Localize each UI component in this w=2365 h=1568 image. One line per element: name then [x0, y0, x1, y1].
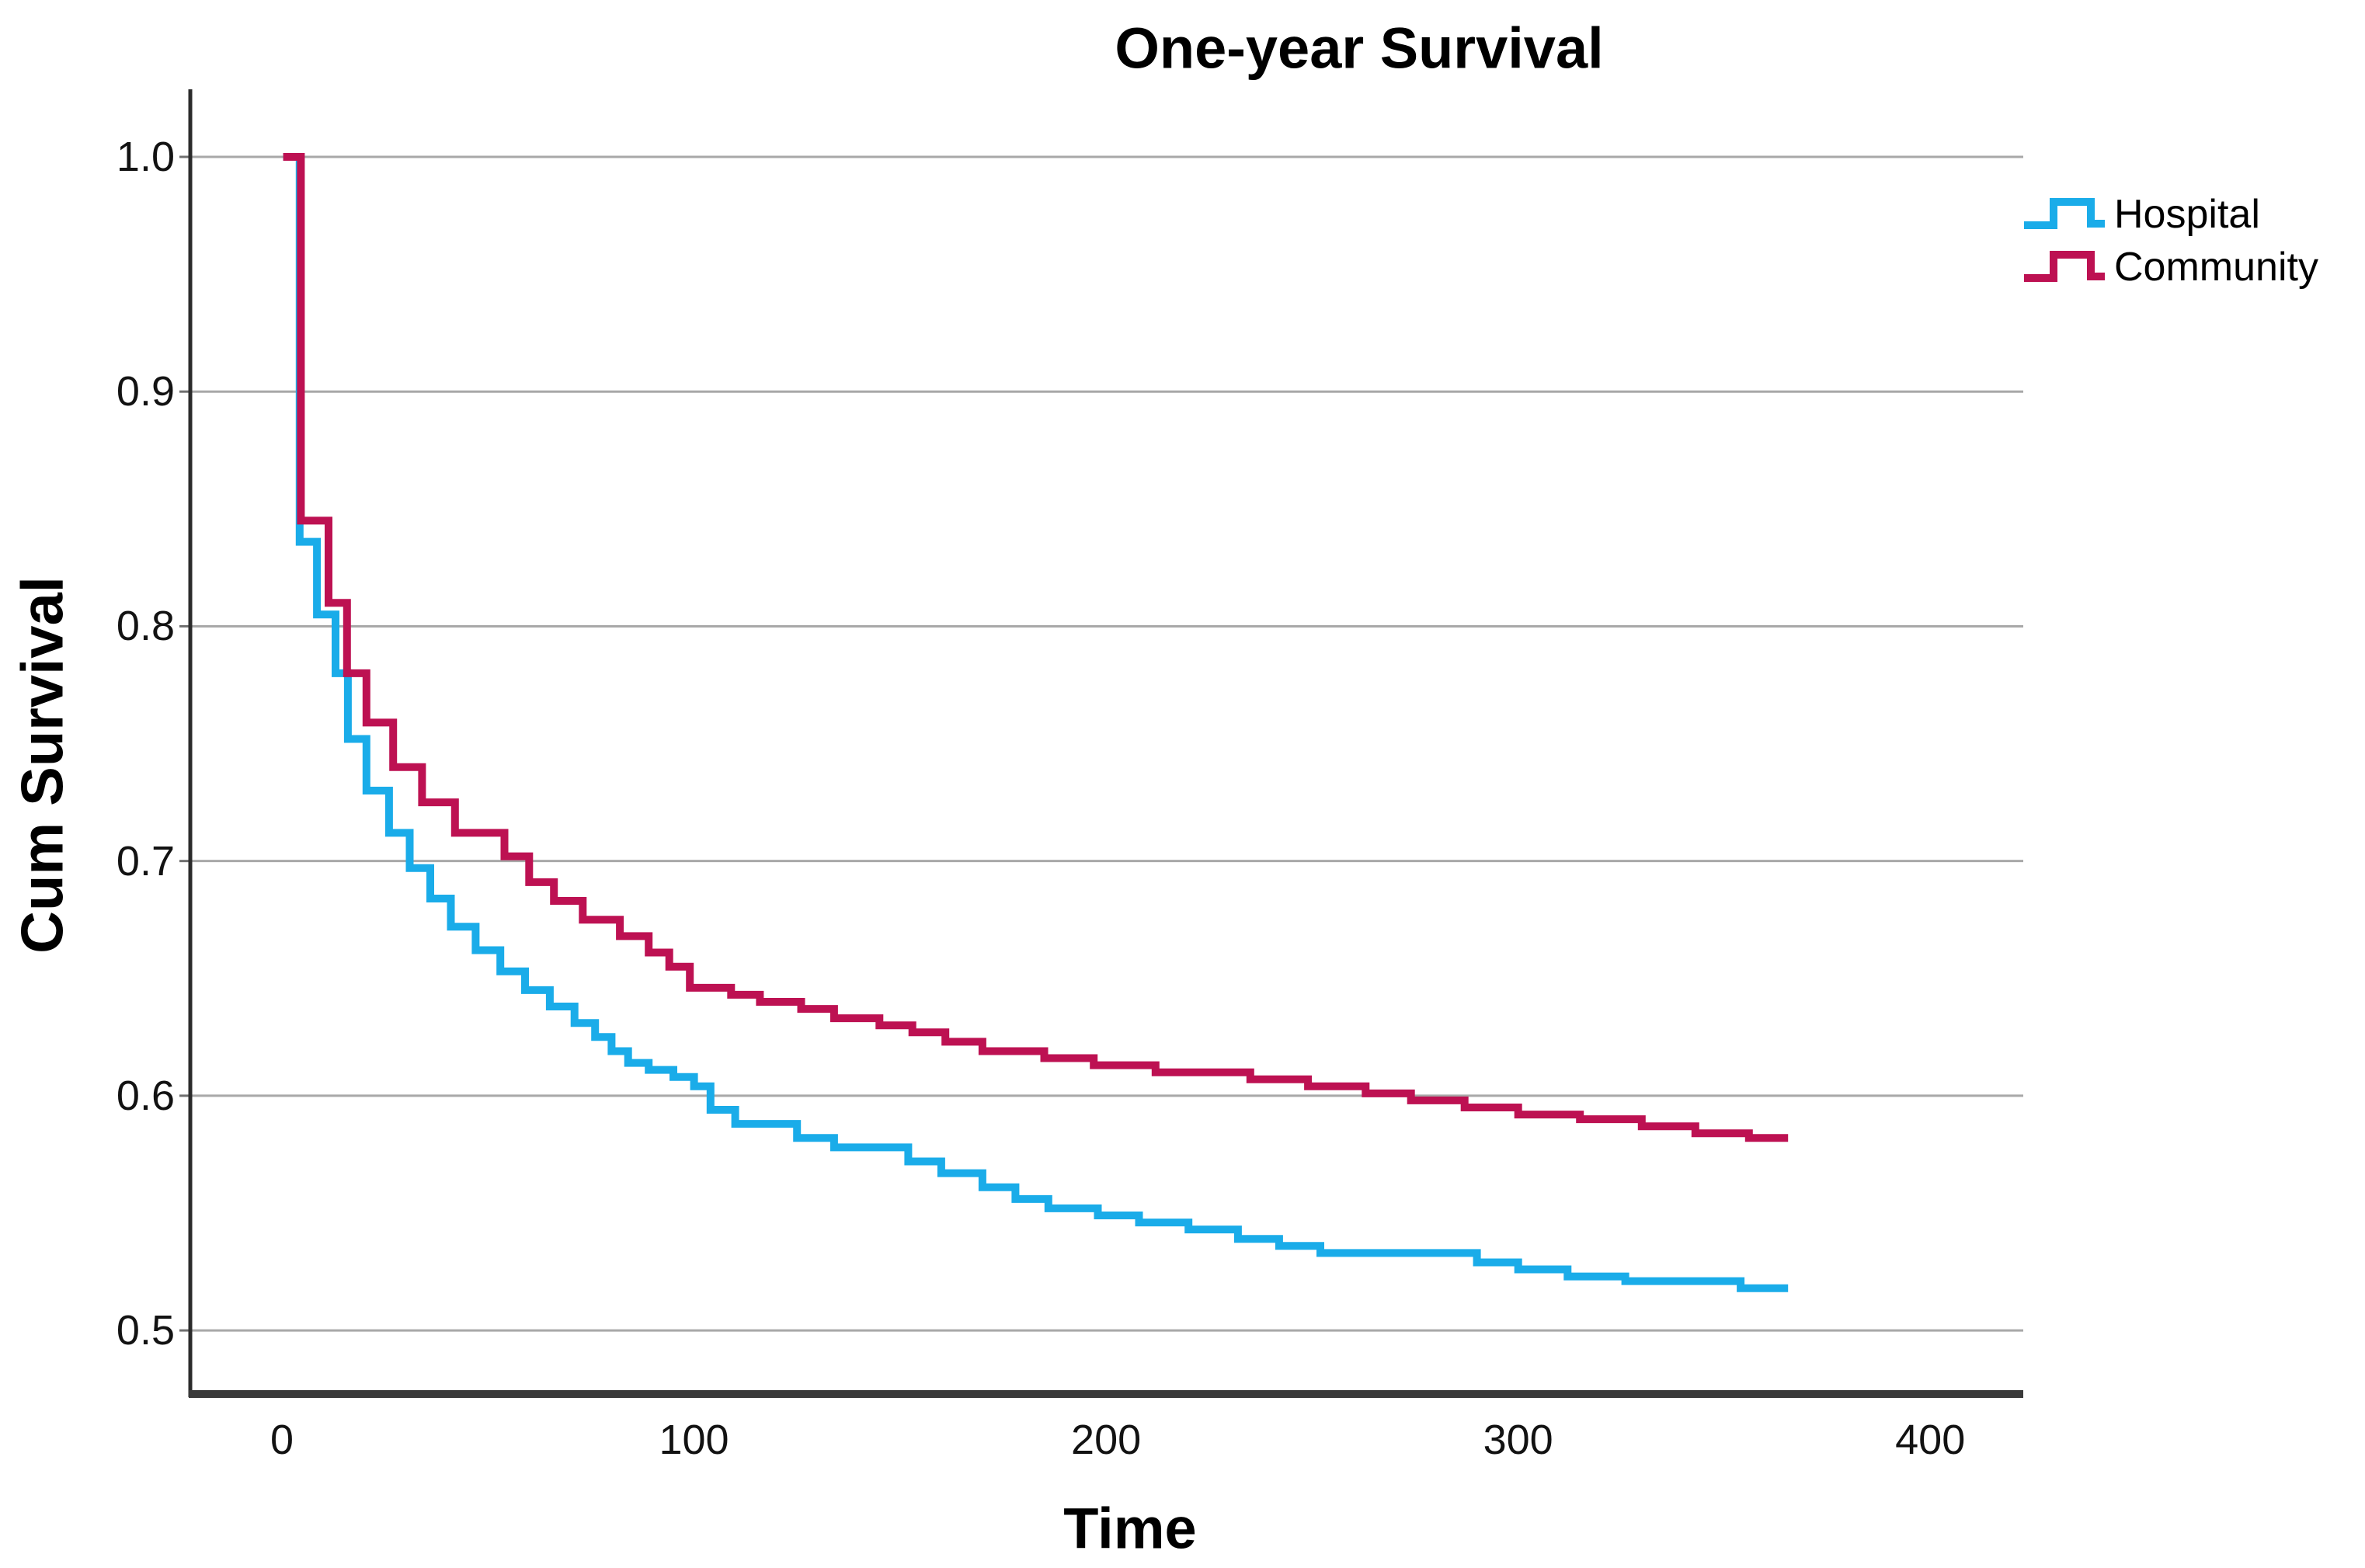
x-tick-label-200: 200 — [1071, 1417, 1142, 1463]
x-tick-label-400: 400 — [1895, 1417, 1966, 1463]
hospital-step-line-icon — [2024, 198, 2105, 229]
legend-item-hospital: Hospital — [2022, 188, 2318, 241]
x-tick-label-300: 300 — [1483, 1417, 1553, 1463]
x-tick-label-100: 100 — [659, 1417, 729, 1463]
x-axis-title: Time — [1063, 1496, 1197, 1561]
legend-label-hospital: Hospital — [2114, 192, 2260, 237]
community-step-line-icon — [2024, 251, 2105, 282]
y-tick-label-0.6: 0.6 — [116, 1072, 175, 1119]
legend: Hospital Community — [2022, 188, 2318, 294]
chart-title: One-year Survival — [1115, 16, 1604, 81]
y-tick-label-0.5: 0.5 — [116, 1307, 175, 1354]
series-curve-hospital — [283, 153, 1789, 1292]
y-tick-label-0.9: 0.9 — [116, 368, 175, 415]
y-tick-label-0.8: 0.8 — [116, 603, 175, 650]
y-tick-label-1.0: 1.0 — [116, 134, 175, 180]
legend-item-community: Community — [2022, 241, 2318, 294]
series-curve-community — [283, 153, 1789, 1142]
x-tick-label-0: 0 — [270, 1417, 294, 1463]
legend-label-community: Community — [2114, 245, 2318, 290]
y-tick-label-0.7: 0.7 — [116, 837, 175, 885]
